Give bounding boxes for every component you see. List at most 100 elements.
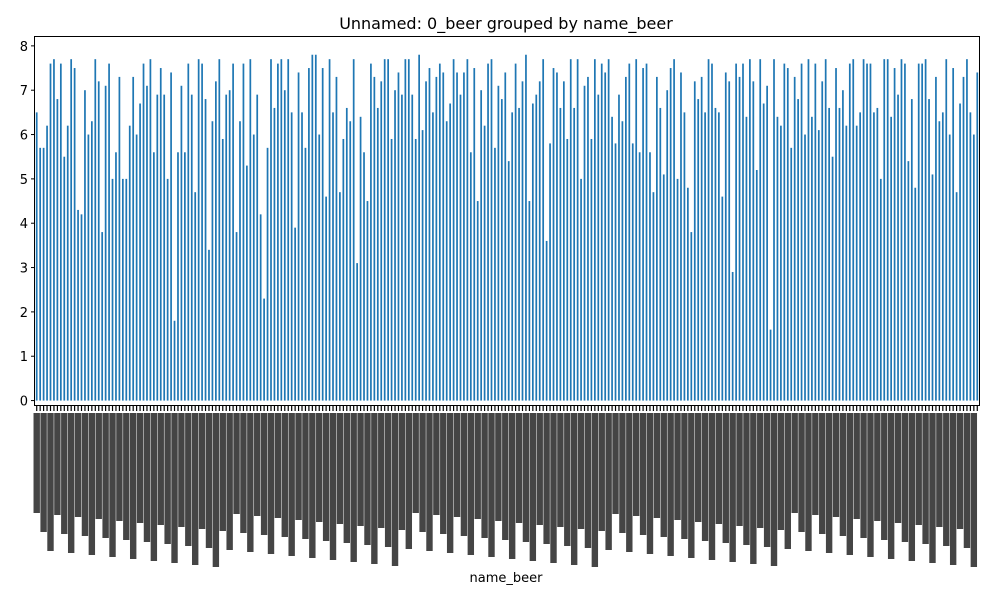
x-tick-label-blur — [192, 413, 199, 565]
x-tick-label-blur — [171, 413, 178, 563]
bar — [628, 63, 631, 401]
x-tick-label-blur — [488, 413, 495, 557]
x-tick-label-blur — [212, 413, 220, 567]
bar — [969, 112, 972, 401]
bar — [197, 59, 200, 401]
bar — [163, 94, 166, 401]
x-tick-label-blur — [157, 413, 164, 525]
bar — [535, 94, 538, 401]
bar — [504, 72, 507, 401]
bar — [90, 121, 93, 401]
bar — [897, 94, 899, 401]
bar — [70, 59, 73, 401]
bar — [866, 63, 868, 401]
bar — [500, 99, 503, 401]
bar — [349, 121, 352, 401]
x-tick-label-blur — [123, 413, 130, 540]
x-tick-label-blur — [419, 413, 426, 532]
bar — [890, 116, 892, 401]
bar — [445, 121, 448, 401]
bar — [128, 125, 131, 401]
bar — [838, 107, 841, 401]
bar — [139, 103, 141, 401]
bar — [587, 76, 589, 401]
bar — [862, 59, 865, 401]
bar — [308, 68, 310, 401]
x-tick-label-blur — [874, 413, 881, 521]
x-tick-label-blur — [605, 413, 612, 550]
x-tick-label-blur — [185, 413, 192, 546]
bar — [273, 107, 276, 401]
x-tick-label-blur — [570, 413, 578, 565]
x-tick-label-blur — [536, 413, 543, 525]
bar — [886, 59, 889, 401]
x-tick-label-blur — [81, 413, 89, 536]
x-tick-label-blur — [653, 413, 661, 518]
x-tick-label-blur — [412, 413, 419, 513]
bar — [924, 59, 927, 401]
x-tick-label-blur — [929, 413, 936, 563]
x-tick-label-blur — [729, 413, 736, 562]
bar — [580, 178, 582, 401]
bar — [49, 63, 52, 401]
x-axis — [33, 405, 978, 567]
bar — [438, 63, 441, 401]
x-tick-label-blur — [350, 413, 357, 562]
bar — [848, 63, 851, 401]
bar — [786, 68, 789, 401]
bar — [73, 68, 76, 401]
x-tick-label-blur — [763, 413, 771, 547]
bar — [917, 63, 920, 401]
bar — [359, 116, 362, 401]
bar — [638, 152, 641, 401]
x-tick-label-blur — [529, 413, 537, 561]
x-tick-label-blur — [646, 413, 654, 554]
bar — [693, 81, 696, 401]
x-tick-label-blur — [860, 413, 867, 538]
bar — [824, 59, 827, 401]
bar — [390, 138, 393, 401]
bar — [680, 72, 682, 401]
bar — [873, 112, 875, 401]
bar — [972, 134, 975, 401]
bar — [108, 63, 110, 401]
x-tick-label-blur — [695, 413, 702, 522]
bar — [952, 68, 955, 401]
bar — [63, 156, 66, 401]
x-tick-label-blur — [839, 413, 847, 536]
y-tick-label: 4 — [20, 217, 28, 232]
x-tick-label-blur — [853, 413, 860, 519]
bar — [600, 63, 603, 401]
bar — [556, 72, 558, 401]
bar — [328, 59, 331, 401]
bar — [401, 94, 403, 401]
bar — [807, 59, 810, 401]
bar — [583, 85, 586, 401]
bar — [153, 152, 155, 401]
x-tick-label-blur — [970, 413, 978, 567]
bar — [235, 232, 238, 401]
bar — [804, 134, 806, 401]
bar — [277, 63, 279, 401]
bar — [259, 214, 262, 401]
bar — [780, 125, 782, 401]
bar — [666, 90, 669, 401]
bar — [125, 178, 128, 401]
bar — [466, 59, 469, 401]
bar — [84, 90, 86, 401]
x-tick-label-blur — [577, 413, 585, 529]
x-tick-label-blur — [40, 413, 47, 532]
bar — [625, 76, 627, 401]
x-tick-label-blur — [116, 413, 123, 521]
bar — [190, 94, 193, 401]
x-tick-label-blur — [302, 413, 309, 539]
bar — [762, 103, 765, 401]
x-tick-label-blur — [384, 413, 392, 547]
bar — [835, 68, 837, 401]
bar — [514, 63, 517, 401]
bar — [232, 63, 234, 401]
x-tick-label-blur — [378, 413, 385, 528]
bar — [573, 107, 576, 401]
bar — [569, 59, 572, 401]
bar — [735, 63, 737, 401]
